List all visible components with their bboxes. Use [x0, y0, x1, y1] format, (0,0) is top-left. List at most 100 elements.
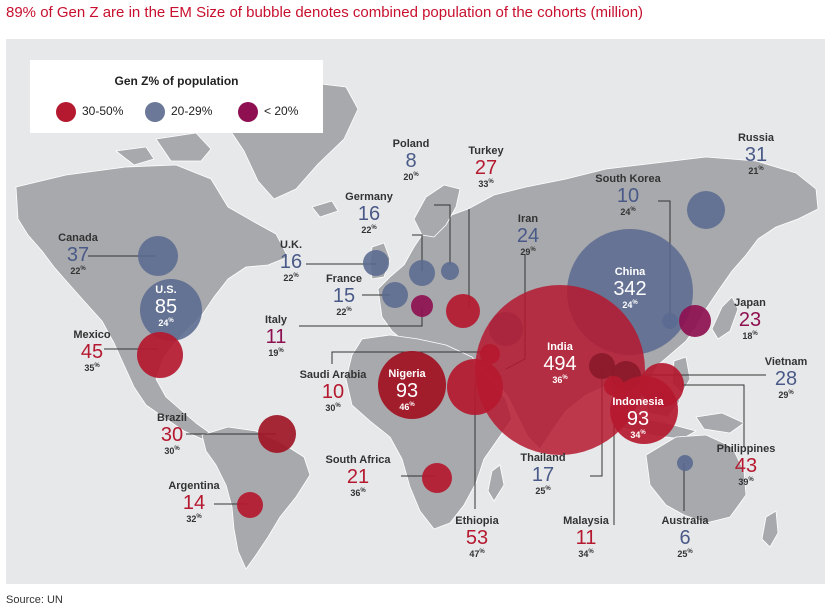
country-value: 494 — [543, 353, 577, 375]
bubble-saudi — [480, 344, 500, 364]
country-pct: 34% — [578, 549, 594, 559]
country-name: Argentina — [168, 480, 220, 492]
country-value: 85 — [154, 296, 178, 318]
leader-poland — [434, 204, 451, 265]
country-pct: 33% — [478, 179, 494, 189]
land-madagascar — [487, 464, 505, 502]
country-pct: 29% — [778, 390, 794, 400]
country-pct: 24% — [622, 300, 638, 310]
legend-dot-high — [56, 102, 76, 122]
legend-box: Gen Z% of population 30-50% 20-29% < 20% — [30, 60, 323, 133]
bubble-argentina — [237, 492, 263, 518]
country-value: 10 — [616, 185, 640, 207]
bubble-south-korea — [662, 313, 678, 329]
label-australia: Australia 6 25% — [652, 516, 718, 559]
country-pct: 47% — [469, 549, 485, 559]
country-name: Russia — [737, 132, 775, 144]
label-russia: Russia 31 21% — [730, 133, 782, 176]
bubble-ethiopia — [447, 359, 503, 415]
label-indonesia: Indonesia 93 34% — [610, 397, 666, 440]
legend-title: Gen Z% of population — [114, 74, 239, 88]
country-name: Turkey — [468, 145, 504, 157]
land-australia — [645, 434, 747, 524]
country-pct: 25% — [535, 486, 551, 496]
land-scandinavia — [413, 184, 461, 238]
bubble-russia — [687, 191, 725, 229]
land-arctic-islands-2 — [115, 146, 155, 166]
country-value: 45 — [80, 341, 104, 363]
bubble-italy — [411, 295, 433, 317]
bubble-brazil — [258, 415, 296, 453]
label-germany: Germany 16 22% — [340, 192, 398, 235]
country-value: 17 — [531, 464, 555, 486]
country-value: 30 — [160, 424, 184, 446]
label-france: France 15 22% — [318, 274, 370, 317]
country-name: U.S. — [155, 284, 177, 296]
country-value: 37 — [66, 244, 90, 266]
country-name: Italy — [264, 314, 287, 326]
population-bubbles — [137, 191, 725, 518]
country-value: 10 — [321, 381, 345, 403]
country-value: 11 — [575, 527, 597, 549]
land-arctic-islands — [155, 132, 212, 162]
country-pct: 32% — [186, 514, 202, 524]
source-note: Source: UN — [6, 594, 63, 606]
label-china: China 342 24% — [600, 267, 660, 310]
world-map-panel — [6, 39, 825, 584]
label-iran: Iran 24 29% — [502, 214, 554, 257]
country-value: 31 — [744, 144, 768, 166]
country-value: 53 — [465, 527, 489, 549]
country-name: Philippines — [716, 443, 776, 455]
bubble-south-africa — [422, 463, 452, 493]
country-pct: 20% — [403, 172, 419, 182]
bubble-japan — [679, 305, 711, 337]
country-name: Malaysia — [563, 515, 609, 527]
bubble-canada — [138, 236, 178, 276]
country-name: South Korea — [595, 173, 661, 185]
country-name: France — [325, 273, 363, 285]
country-value: 28 — [774, 368, 798, 390]
country-value: 8 — [405, 150, 417, 172]
country-value: 14 — [182, 492, 206, 514]
country-name: Saudi Arabia — [299, 369, 367, 381]
label-argentina: Argentina 14 32% — [162, 481, 226, 524]
country-value: 27 — [474, 157, 498, 179]
land-iceland — [311, 200, 339, 218]
bubble-india — [475, 285, 645, 455]
country-name: Australia — [661, 515, 709, 527]
country-name: Germany — [345, 191, 393, 203]
label-ethiopia: Ethiopia 53 47% — [448, 516, 506, 559]
label-poland: Poland 8 20% — [385, 139, 437, 182]
bubble-germany — [409, 260, 435, 286]
leader-germany — [412, 234, 423, 271]
country-name: Poland — [392, 138, 430, 150]
country-name: Thailand — [520, 452, 566, 464]
country-pct: 22% — [336, 307, 352, 317]
country-value: 6 — [679, 527, 691, 549]
country-pct: 22% — [283, 273, 299, 283]
label-nigeria: Nigeria 93 46% — [380, 369, 434, 412]
country-name: Brazil — [157, 412, 187, 424]
country-name: Mexico — [73, 329, 111, 341]
label-brazil: Brazil 30 30% — [144, 413, 200, 456]
country-pct: 29% — [520, 247, 536, 257]
country-value: 21 — [346, 466, 370, 488]
country-name: India — [547, 341, 573, 353]
country-pct: 30% — [325, 403, 341, 413]
country-pct: 24% — [620, 207, 636, 217]
legend-dot-mid — [145, 102, 165, 122]
country-pct: 39% — [738, 477, 754, 487]
land-new-zealand — [761, 510, 779, 548]
label-philippines: Philippines 43 39% — [714, 444, 778, 487]
bubble-turkey — [446, 294, 480, 328]
label-south-africa: South Africa 21 36% — [320, 455, 396, 498]
label-turkey: Turkey 27 33% — [460, 146, 512, 189]
country-name: Japan — [734, 297, 766, 309]
country-name: Ethiopia — [455, 515, 499, 527]
bubble-france — [382, 282, 408, 308]
country-name: Iran — [517, 213, 539, 225]
country-name: South Africa — [325, 454, 391, 466]
bubble-us — [140, 279, 202, 341]
bubble-australia — [677, 455, 693, 471]
country-pct: 25% — [677, 549, 693, 559]
